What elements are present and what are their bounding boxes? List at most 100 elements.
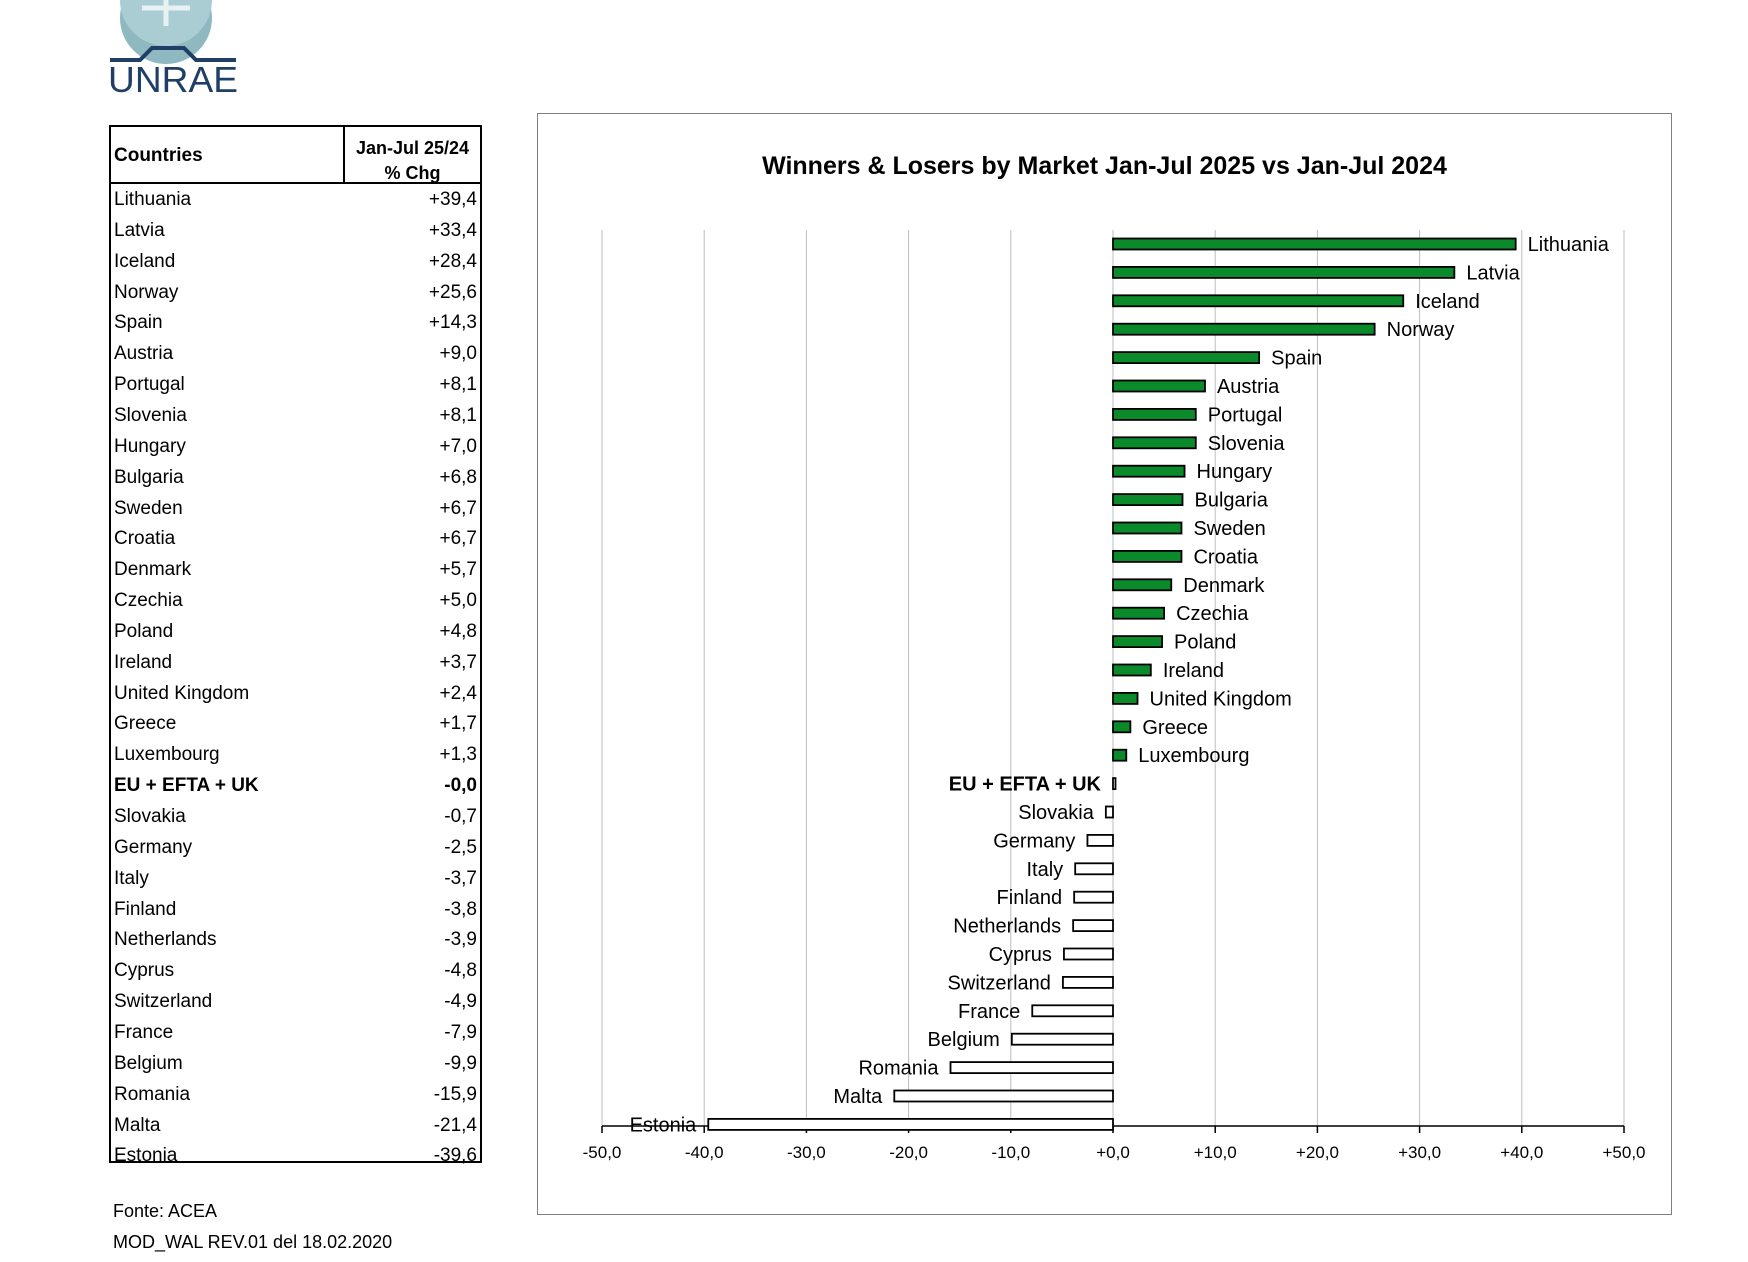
country-name: Denmark (114, 559, 192, 581)
logo-text: UNRAE (108, 59, 238, 100)
percent-change: -4,9 (444, 991, 477, 1013)
percent-change: +6,8 (439, 466, 477, 488)
table-row: Spain +14,3 (111, 307, 480, 338)
country-name: Latvia (114, 219, 165, 241)
bar-label: Cyprus (989, 944, 1052, 966)
bar (1112, 777, 1117, 790)
country-name: Bulgaria (114, 466, 184, 488)
table-row: Denmark +5,7 (111, 554, 480, 585)
bar-label: Luxembourg (1138, 745, 1249, 767)
country-name: Iceland (114, 250, 176, 272)
bar (1112, 720, 1132, 734)
table-row: Latvia +33,4 (111, 215, 480, 246)
country-name: EU + EFTA + UK (114, 775, 259, 797)
bar (1062, 976, 1114, 989)
country-name: Slovenia (114, 404, 187, 426)
country-name: Switzerland (114, 991, 213, 1013)
bar (1010, 1032, 1114, 1046)
table-row: Belgium -9,9 (111, 1048, 480, 1079)
country-name: United Kingdom (114, 682, 250, 704)
percent-change: +28,4 (428, 250, 477, 272)
table-row: France -7,9 (111, 1017, 480, 1048)
bar-label: Poland (1174, 632, 1236, 654)
bar (707, 1118, 1114, 1131)
header-divider (343, 127, 345, 182)
header-value: Jan-Jul 25/24 % Chg (345, 136, 480, 186)
bar-label: Italy (1026, 859, 1063, 881)
bar-label: Switzerland (948, 972, 1051, 994)
table-row: Romania -15,9 (111, 1079, 480, 1110)
bar (1112, 692, 1139, 705)
country-name: Italy (114, 867, 149, 889)
percent-change: -39,6 (433, 1145, 477, 1167)
bar-label: Portugal (1208, 404, 1283, 426)
bar (1112, 294, 1405, 308)
table-row: United Kingdom +2,4 (111, 678, 480, 709)
table-row: Luxembourg +1,3 (111, 739, 480, 770)
bar (1072, 919, 1114, 932)
table-row: Italy -3,7 (111, 863, 480, 894)
bar-label: Malta (833, 1086, 883, 1108)
bar (1104, 805, 1114, 819)
table-row: EU + EFTA + UK -0,0 (111, 770, 480, 801)
table-row: Iceland +28,4 (111, 246, 480, 277)
bar (949, 1061, 1114, 1074)
percent-change: +6,7 (439, 497, 477, 519)
bar (1112, 379, 1206, 393)
unrae-logo: UNRAE (108, 0, 238, 100)
bar (1112, 549, 1183, 563)
country-name: Estonia (114, 1145, 178, 1167)
table-row: Austria +9,0 (111, 338, 480, 369)
country-name: Austria (114, 343, 174, 365)
bar (1112, 237, 1517, 251)
header-value-line2: % Chg (384, 163, 441, 183)
bar (1112, 578, 1173, 592)
percent-change: +39,4 (428, 189, 477, 210)
table-row: Slovakia -0,7 (111, 801, 480, 832)
x-tick-label: +50,0 (1602, 1143, 1645, 1162)
x-tick-label: -50,0 (583, 1143, 622, 1162)
header-value-line1: Jan-Jul 25/24 (355, 138, 470, 158)
bar-chart: -50,0 -40,0 -30,0 -20,0 -10,0 +0,0 +10,0 +20,0 +… (583, 230, 1646, 1162)
country-name: Norway (114, 281, 179, 303)
country-name: Slovakia (114, 806, 186, 827)
bar-label: Spain (1271, 348, 1322, 370)
percent-change: -3,7 (444, 867, 477, 889)
bar (1112, 606, 1165, 620)
footer-source: Fonte: ACEA (113, 1201, 218, 1221)
x-tick-label: +40,0 (1500, 1143, 1543, 1162)
chart-title: Winners & Losers by Market Jan-Jul 2025 … (762, 152, 1447, 180)
percent-change: +3,7 (439, 651, 477, 673)
percent-change: +9,0 (439, 343, 477, 365)
percent-change: +7,0 (439, 435, 477, 457)
percent-change: +5,0 (439, 590, 477, 612)
country-name: Luxembourg (114, 744, 220, 766)
table-row: Sweden +6,7 (111, 493, 480, 524)
bar-label: Belgium (928, 1029, 1000, 1051)
country-table: Countries Jan-Jul 25/24 % Chg Lithuania +… (109, 125, 482, 1166)
bar (1073, 890, 1114, 904)
percent-change: +25,6 (428, 281, 477, 303)
table-row: Hungary +7,0 (111, 431, 480, 462)
percent-change: +4,8 (439, 620, 477, 642)
percent-change: -2,5 (444, 836, 477, 858)
table-row: Ireland +3,7 (111, 647, 480, 678)
country-name: Cyprus (114, 960, 175, 982)
percent-change: +8,1 (439, 374, 477, 396)
bar-label: Netherlands (953, 916, 1061, 938)
bar-label: Hungary (1197, 461, 1273, 483)
x-tick-label: +30,0 (1398, 1143, 1441, 1162)
table-row: Lithuania +39,4 (111, 184, 480, 215)
bar (1112, 493, 1184, 507)
country-name: France (114, 1021, 174, 1043)
bar (1112, 635, 1163, 648)
bar (1063, 947, 1114, 961)
footer-doc-ref: MOD_WAL REV.01 del 18.02.2020 (113, 1232, 393, 1252)
percent-change: -3,8 (444, 898, 477, 920)
bar-label: Denmark (1183, 575, 1265, 597)
chart-frame (537, 113, 1672, 1215)
country-name: Belgium (114, 1052, 183, 1074)
bar-label: Sweden (1193, 518, 1265, 540)
x-tick-label: -30,0 (787, 1143, 826, 1162)
x-tick-label: -40,0 (685, 1143, 724, 1162)
